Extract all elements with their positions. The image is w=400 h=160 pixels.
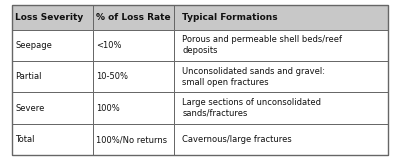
Text: Severe: Severe [15, 104, 45, 113]
Text: % of Loss Rate: % of Loss Rate [96, 13, 171, 22]
Text: 100%/No returns: 100%/No returns [96, 135, 167, 144]
Text: Typical Formations: Typical Formations [182, 13, 278, 22]
Bar [12, 92, 93, 124]
Bar [12, 61, 93, 92]
Bar [12, 30, 93, 61]
Text: Total: Total [15, 135, 35, 144]
Bar [174, 92, 388, 124]
Bar [93, 124, 174, 155]
Text: 10-50%: 10-50% [96, 72, 128, 81]
Text: Cavernous/large fractures: Cavernous/large fractures [182, 135, 292, 144]
Text: Unconsolidated sands and gravel:
small open fractures: Unconsolidated sands and gravel: small o… [182, 67, 325, 87]
Text: Large sections of unconsolidated
sands/fractures: Large sections of unconsolidated sands/f… [182, 98, 321, 118]
Text: Partial: Partial [15, 72, 42, 81]
Text: Seepage: Seepage [15, 41, 52, 50]
Bar [174, 5, 388, 30]
Bar [174, 30, 388, 61]
Text: <10%: <10% [96, 41, 122, 50]
Bar [93, 61, 174, 92]
Bar [93, 92, 174, 124]
Bar [12, 124, 93, 155]
Bar [174, 61, 388, 92]
Bar [93, 30, 174, 61]
Bar [12, 5, 93, 30]
Bar [174, 124, 388, 155]
Text: 100%: 100% [96, 104, 120, 113]
Bar [93, 5, 174, 30]
Text: Loss Severity: Loss Severity [15, 13, 84, 22]
Text: Porous and permeable shell beds/reef
deposits: Porous and permeable shell beds/reef dep… [182, 35, 342, 55]
